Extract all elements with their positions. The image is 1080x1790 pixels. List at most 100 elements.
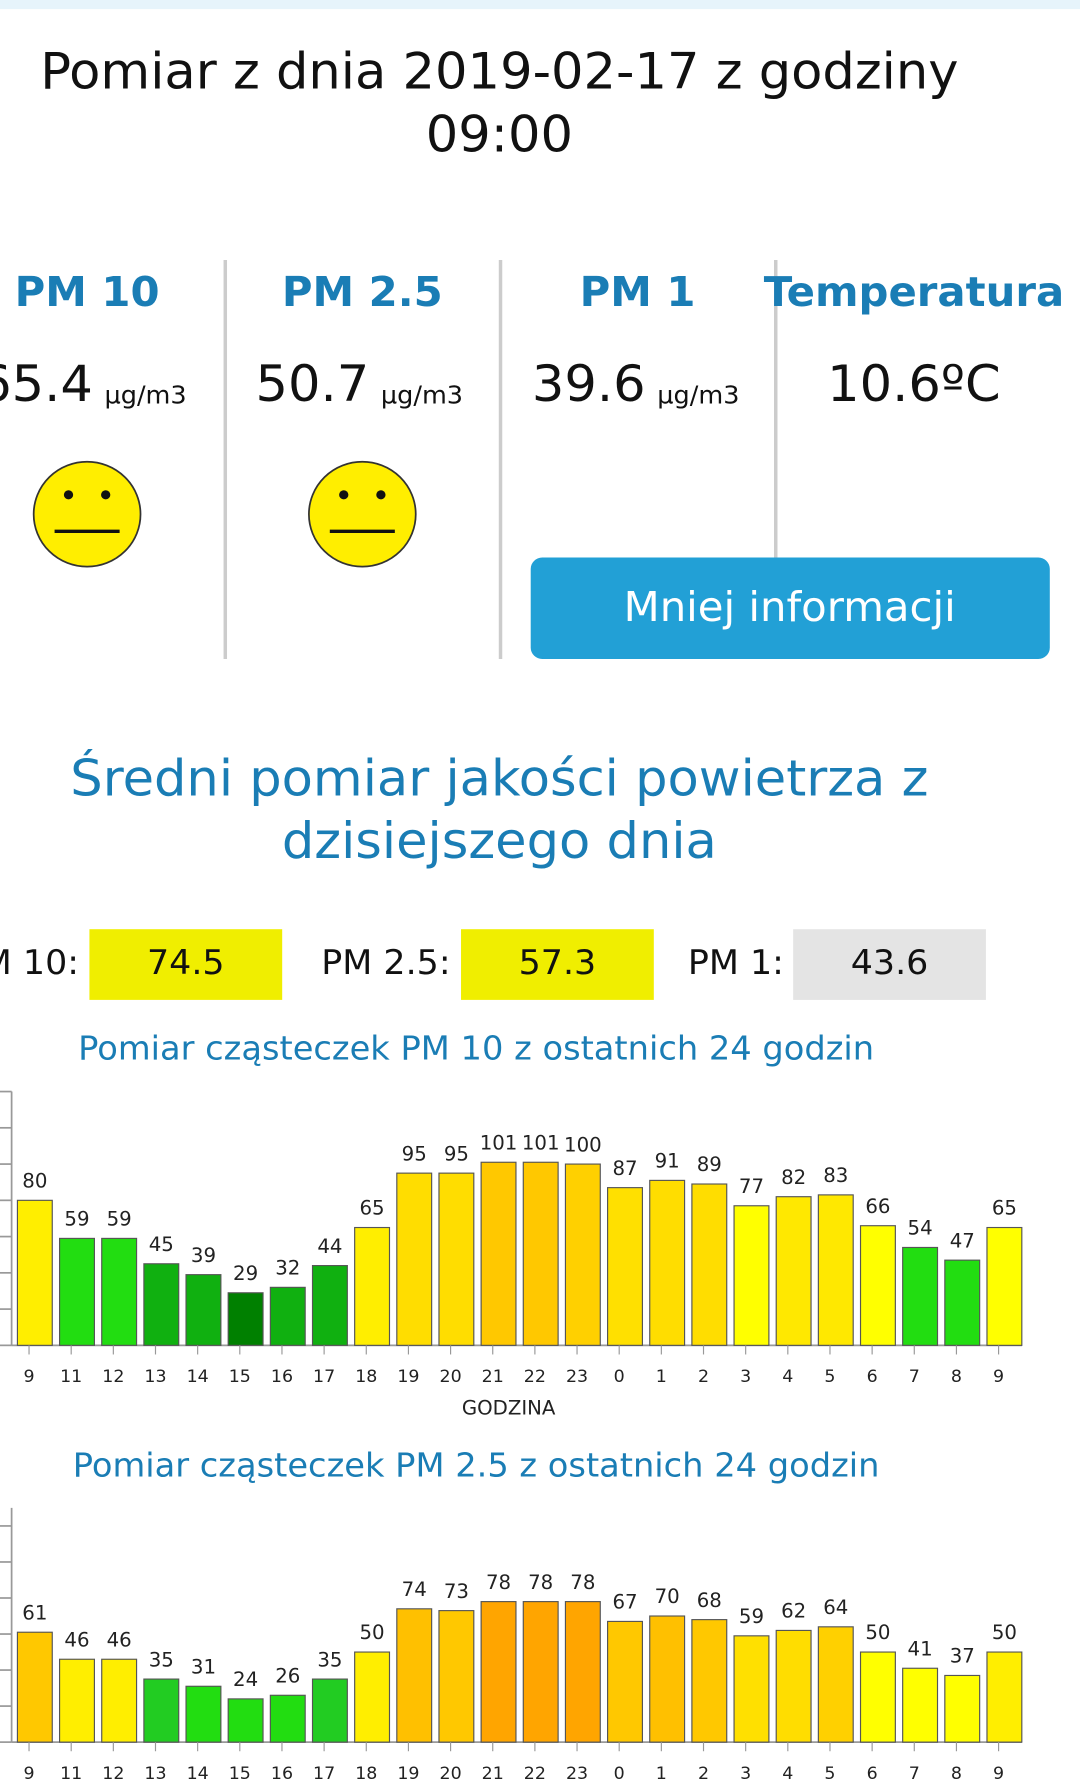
bar bbox=[480, 1601, 517, 1743]
x-tick-label: 20 bbox=[440, 1764, 462, 1784]
title-line: Pomiar z dnia 2019-02-17 z godziny bbox=[40, 42, 958, 100]
bar bbox=[143, 1263, 180, 1346]
value-label: 68 bbox=[697, 1589, 722, 1612]
x-tick-label: 4 bbox=[782, 1764, 793, 1784]
chart-title: Pomiar cząsteczek PM 2.5 z ostatnich 24 … bbox=[73, 1446, 880, 1485]
value-label: 59 bbox=[739, 1605, 764, 1628]
value-label: 59 bbox=[64, 1208, 89, 1231]
card-value: 10.6ºC bbox=[827, 354, 1001, 412]
x-tick-label: 21 bbox=[482, 1367, 504, 1387]
average-label: PM 2.5: bbox=[321, 943, 450, 983]
value-label: 32 bbox=[275, 1257, 300, 1280]
value-label: 31 bbox=[191, 1656, 216, 1679]
section-title: Średni pomiar jakości powietrza z bbox=[70, 749, 928, 807]
value-label: 82 bbox=[781, 1166, 806, 1189]
x-tick-label: 0 bbox=[614, 1764, 625, 1784]
x-tick-label: 17 bbox=[313, 1367, 335, 1387]
bar bbox=[522, 1161, 559, 1346]
bar bbox=[185, 1685, 222, 1743]
average-value: 43.6 bbox=[851, 943, 929, 983]
value-label: 78 bbox=[486, 1571, 511, 1594]
value-label: 24 bbox=[233, 1668, 258, 1691]
x-tick-label: 19 bbox=[397, 1764, 419, 1784]
value-label: 70 bbox=[655, 1585, 680, 1608]
x-axis-label: GODZINA bbox=[462, 1397, 556, 1420]
value-label: 37 bbox=[950, 1645, 975, 1668]
bar bbox=[227, 1292, 264, 1346]
bar bbox=[438, 1610, 475, 1743]
x-tick-label: 22 bbox=[524, 1367, 546, 1387]
bar bbox=[944, 1259, 981, 1346]
x-tick-label: 7 bbox=[909, 1367, 920, 1387]
card-unit: µg/m3 bbox=[381, 381, 463, 410]
bar bbox=[311, 1265, 348, 1346]
average-box bbox=[89, 929, 283, 1000]
value-label: 95 bbox=[402, 1143, 427, 1166]
value-label: 61 bbox=[22, 1602, 47, 1625]
bar bbox=[269, 1694, 306, 1743]
card-label: PM 2.5 bbox=[282, 269, 443, 317]
bar bbox=[691, 1619, 728, 1743]
value-label: 67 bbox=[612, 1591, 637, 1614]
value-label: 83 bbox=[823, 1164, 848, 1187]
button[interactable]: Mniej informacji bbox=[530, 557, 1050, 659]
card-unit: µg/m3 bbox=[657, 381, 739, 410]
value-label: 87 bbox=[612, 1157, 637, 1180]
x-tick-label: 2 bbox=[698, 1367, 709, 1387]
x-tick-label: 7 bbox=[909, 1764, 920, 1784]
x-tick-label: 13 bbox=[144, 1367, 166, 1387]
value-label: 59 bbox=[107, 1208, 132, 1231]
bar bbox=[691, 1183, 728, 1346]
x-tick-label: 3 bbox=[740, 1764, 751, 1784]
x-tick-label: 16 bbox=[271, 1764, 293, 1784]
value-label: 73 bbox=[444, 1580, 469, 1603]
value-label: 91 bbox=[655, 1150, 680, 1173]
value-label: 65 bbox=[992, 1197, 1017, 1220]
value-label: 35 bbox=[149, 1648, 174, 1671]
button-bg[interactable] bbox=[530, 557, 1050, 659]
x-tick-label: 11 bbox=[60, 1367, 82, 1387]
bar bbox=[649, 1615, 686, 1743]
bar bbox=[143, 1678, 180, 1743]
bar bbox=[859, 1225, 896, 1346]
x-tick-label: 0 bbox=[614, 1367, 625, 1387]
bar bbox=[859, 1651, 896, 1743]
bar bbox=[269, 1286, 306, 1346]
value-label: 77 bbox=[739, 1175, 764, 1198]
average-label: PM 10: bbox=[0, 943, 79, 983]
x-tick-label: 14 bbox=[187, 1764, 209, 1784]
bar bbox=[607, 1620, 644, 1743]
x-tick-label: 18 bbox=[355, 1367, 377, 1387]
bar bbox=[902, 1246, 939, 1346]
bar bbox=[564, 1163, 601, 1346]
bar bbox=[311, 1678, 348, 1743]
value-label: 54 bbox=[908, 1217, 933, 1240]
x-tick-label: 21 bbox=[482, 1764, 504, 1784]
value-label: 50 bbox=[865, 1621, 890, 1644]
bar bbox=[16, 1199, 53, 1346]
bar bbox=[986, 1651, 1023, 1743]
bar bbox=[902, 1667, 939, 1743]
value-label: 101 bbox=[522, 1132, 560, 1155]
value-label: 45 bbox=[149, 1233, 174, 1256]
value-label: 101 bbox=[480, 1132, 518, 1155]
value-label: 89 bbox=[697, 1153, 722, 1176]
bar bbox=[354, 1651, 391, 1743]
bar bbox=[227, 1698, 264, 1743]
value-label: 50 bbox=[992, 1621, 1017, 1644]
x-tick-label: 4 bbox=[782, 1367, 793, 1387]
value-label: 78 bbox=[570, 1571, 595, 1594]
value-label: 46 bbox=[64, 1629, 89, 1652]
card-label: Temperatura bbox=[764, 269, 1064, 317]
value-label: 39 bbox=[191, 1244, 216, 1267]
x-tick-label: 17 bbox=[313, 1764, 335, 1784]
bar bbox=[649, 1179, 686, 1346]
bar bbox=[101, 1658, 138, 1743]
button-label[interactable]: Mniej informacji bbox=[624, 583, 956, 631]
value-label: 74 bbox=[402, 1578, 427, 1601]
x-tick-label: 23 bbox=[566, 1367, 588, 1387]
card-label: PM 1 bbox=[580, 269, 696, 317]
bar bbox=[564, 1601, 601, 1743]
x-tick-label: 5 bbox=[824, 1764, 835, 1784]
